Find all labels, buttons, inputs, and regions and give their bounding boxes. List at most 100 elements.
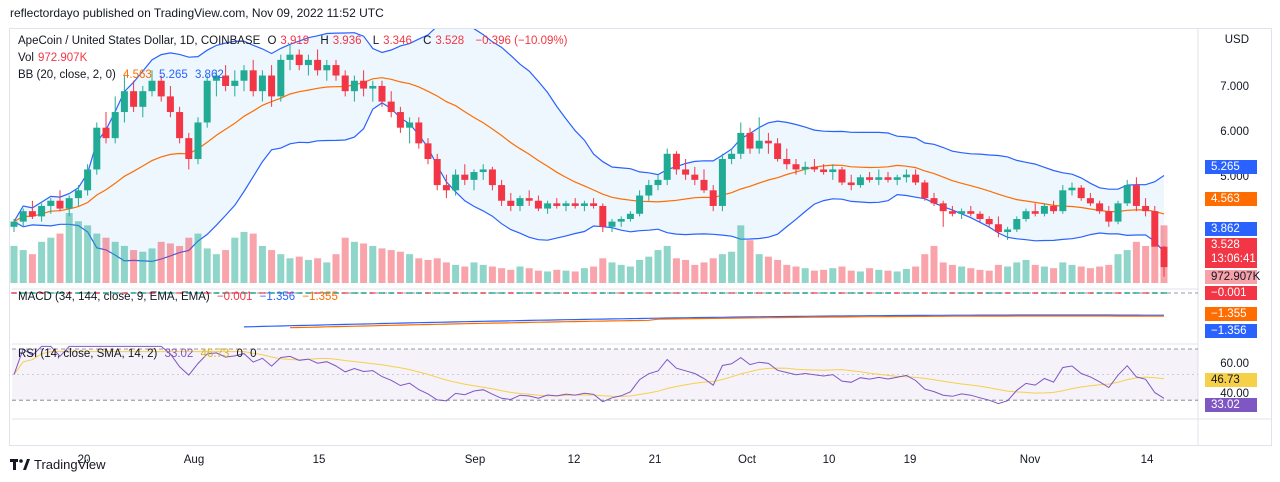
macd-hist-bar — [213, 292, 220, 294]
macd-hist-bar — [866, 292, 873, 294]
macd-hist-bar — [1041, 292, 1048, 294]
bb-label: BB (20, close, 2, 0) — [18, 69, 116, 81]
macd-line — [243, 314, 1164, 328]
candle-body — [461, 174, 469, 180]
volume-bar — [341, 237, 349, 283]
macd-hist-bar — [544, 292, 551, 294]
candle-body — [783, 159, 791, 165]
high-label: H — [320, 35, 329, 47]
candle-body — [838, 169, 846, 183]
x-tick: Oct — [738, 454, 756, 466]
bb-lower-line — [13, 102, 1165, 263]
macd-hist-bar — [498, 292, 505, 294]
x-tick: Aug — [183, 454, 205, 466]
volume-bar — [1114, 254, 1122, 283]
candle-body — [74, 190, 82, 199]
macd-hist-bar — [1069, 292, 1075, 294]
volume-bar — [470, 262, 478, 283]
macd-hist-bar — [645, 292, 652, 294]
volume-bar — [396, 251, 404, 283]
volume-bar — [544, 271, 552, 283]
volume-bar — [1050, 268, 1058, 283]
volume-bar — [820, 269, 828, 283]
volume-bar — [764, 256, 772, 283]
candle-body — [1040, 205, 1048, 214]
candle-body — [56, 200, 64, 209]
macd-hist-bar — [1087, 292, 1094, 294]
chart-frame[interactable]: ApeCoin / United States Dollar, 1D, COIN… — [9, 28, 1272, 466]
candle-body — [442, 185, 450, 191]
macd-hist-bar — [434, 292, 441, 294]
candle-body — [231, 80, 239, 86]
macd-signal-badge: −1.355 — [1205, 307, 1257, 321]
candle-body — [866, 177, 874, 180]
candle-body — [47, 200, 55, 206]
macd-hist-bar — [581, 292, 588, 294]
bb-up-value: 5.265 — [158, 69, 188, 81]
macd-hist-bar — [829, 292, 836, 294]
macd-hist-bar — [268, 292, 275, 294]
candle-body — [1013, 219, 1021, 230]
macd-hist-bar — [885, 292, 891, 294]
candle-body — [222, 75, 230, 86]
candle-body — [258, 75, 266, 92]
volume-bar — [1105, 264, 1113, 283]
macd-hist-bar — [75, 292, 82, 294]
rsi-ma-line — [13, 351, 1165, 397]
macd-hist-bar — [903, 292, 910, 294]
macd-hist-bar — [682, 292, 689, 294]
volume-bar — [838, 266, 846, 283]
candle-body — [626, 213, 634, 219]
volume-bar — [332, 254, 340, 283]
volume-bar — [525, 268, 533, 283]
volume-bar — [1068, 264, 1076, 283]
macd-hist-bar — [986, 292, 993, 294]
last-price: 3.528 — [1211, 239, 1240, 251]
volume-bar — [1040, 266, 1048, 283]
candle-body — [130, 91, 138, 107]
symbol-legend: ApeCoin / United States Dollar, 1D, COIN… — [18, 35, 571, 47]
volume-bar — [258, 245, 266, 283]
volume-bar — [1004, 266, 1012, 283]
macd-hist-value: −0.001 — [216, 291, 253, 303]
open-value: O 3.919 — [267, 35, 313, 47]
macd-hist-bar — [11, 292, 17, 294]
volume-bar — [314, 258, 322, 283]
macd-hist-bar — [351, 292, 358, 294]
volume-bar — [488, 266, 496, 283]
rsi-extra-b: 0 — [250, 348, 257, 360]
volume-bar — [166, 243, 174, 283]
macd-hist-bar — [737, 292, 744, 294]
macd-hist-badge: −0.001 — [1205, 286, 1257, 300]
macd-hist-bar — [241, 292, 247, 294]
volume-bar — [424, 259, 432, 283]
volume-bar — [369, 245, 377, 283]
macd-hist-bar — [379, 292, 385, 294]
candle-body — [875, 177, 883, 180]
volume-bar — [590, 266, 598, 283]
macd-hist-bar — [894, 292, 901, 294]
macd-hist-bar — [636, 292, 643, 294]
macd-hist-bar — [489, 292, 496, 294]
candle-body — [1114, 203, 1122, 222]
tradingview-logo[interactable]: TradingView — [10, 457, 106, 472]
volume-bar — [176, 245, 184, 283]
chart-canvas[interactable] — [10, 29, 1271, 445]
candle-body — [599, 205, 607, 227]
volume-bar — [691, 264, 699, 283]
candle-body — [755, 140, 763, 149]
candle-body — [350, 80, 358, 92]
candle-body — [360, 80, 368, 89]
macd-hist-bar — [259, 292, 266, 294]
candle-body — [1096, 203, 1104, 212]
candle-body — [470, 172, 478, 180]
candle-body — [1059, 190, 1067, 212]
candle-body — [203, 80, 211, 123]
candle-body — [654, 179, 662, 186]
volume-bar — [479, 264, 487, 283]
x-tick: Nov — [1019, 454, 1041, 466]
macd-hist-bar — [1133, 292, 1140, 294]
candle-body — [406, 122, 414, 128]
bb-mid-value: 4.563 — [123, 69, 152, 81]
candle-body — [682, 169, 690, 175]
